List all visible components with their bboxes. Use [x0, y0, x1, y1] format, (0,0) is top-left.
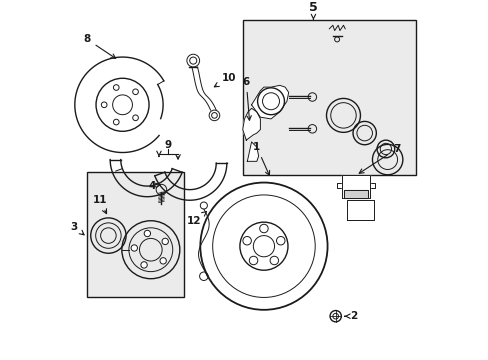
Circle shape: [259, 224, 267, 233]
Circle shape: [249, 256, 257, 265]
Circle shape: [144, 230, 150, 237]
Text: 5: 5: [308, 1, 317, 20]
FancyBboxPatch shape: [242, 20, 415, 175]
Circle shape: [160, 258, 166, 264]
Polygon shape: [341, 175, 369, 198]
FancyBboxPatch shape: [87, 172, 184, 297]
Text: 7: 7: [359, 144, 399, 173]
Circle shape: [243, 237, 251, 245]
Circle shape: [131, 245, 137, 251]
Circle shape: [141, 262, 147, 268]
Text: 1: 1: [253, 142, 269, 175]
Polygon shape: [242, 108, 260, 140]
Polygon shape: [344, 190, 367, 198]
Text: 4: 4: [149, 181, 160, 191]
Text: 8: 8: [83, 35, 116, 58]
Text: 3: 3: [70, 222, 84, 235]
Polygon shape: [346, 200, 373, 220]
Circle shape: [269, 256, 278, 265]
Text: 10: 10: [214, 73, 235, 87]
Text: 11: 11: [92, 195, 106, 213]
Text: 2: 2: [344, 311, 357, 321]
Text: 12: 12: [187, 212, 206, 226]
Polygon shape: [251, 85, 288, 119]
Polygon shape: [247, 142, 258, 161]
Text: 9: 9: [164, 140, 172, 150]
Circle shape: [162, 238, 168, 244]
Text: 6: 6: [242, 77, 251, 120]
Circle shape: [276, 237, 285, 245]
